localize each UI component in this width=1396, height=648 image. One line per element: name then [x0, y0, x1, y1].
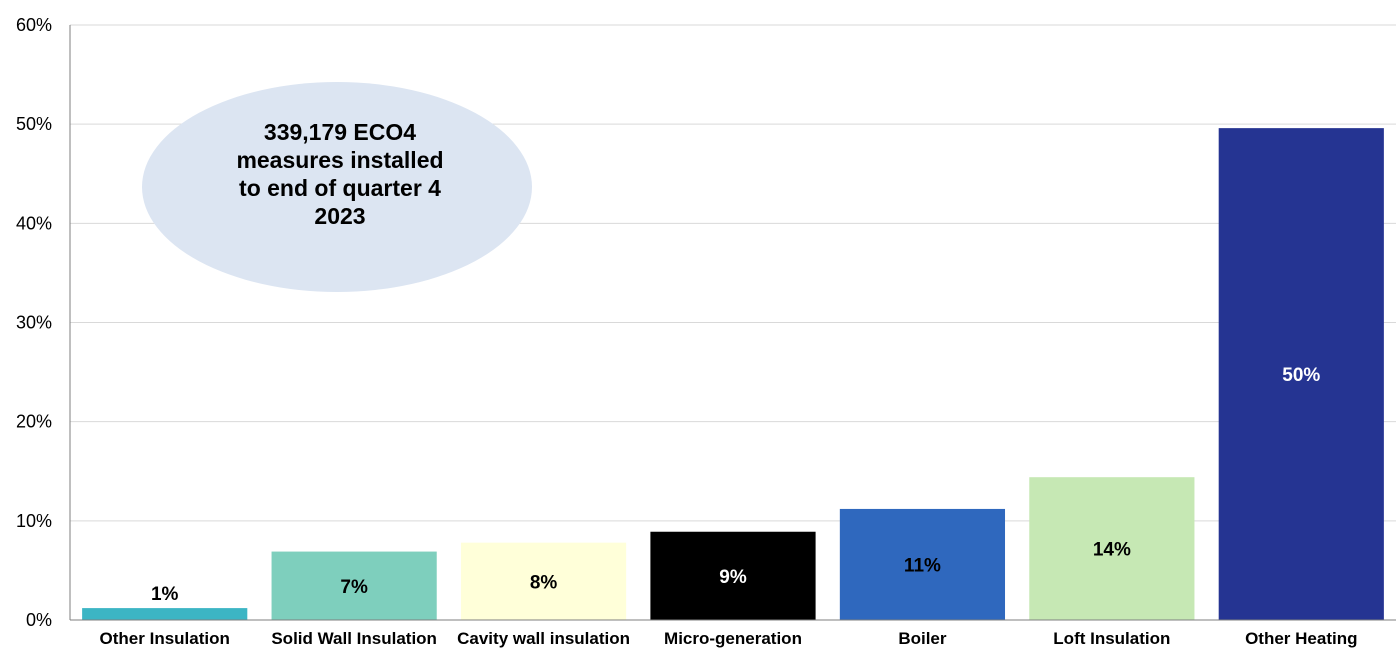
- bar-data-label: 8%: [530, 572, 558, 593]
- annotation-callout: 339,179 ECO4 measures installed to end o…: [142, 82, 532, 292]
- bar: [82, 608, 248, 620]
- bars: 1% 7% 8% 9% 11% 14% 50%: [82, 128, 1384, 620]
- x-axis-category-labels: Other Insulation Solid Wall Insulation Cav…: [100, 629, 1358, 648]
- y-tick-label: 60%: [16, 15, 52, 35]
- bar-data-label: 7%: [340, 577, 368, 598]
- bar: [460, 542, 627, 620]
- x-category-label: Cavity wall insulation: [457, 629, 630, 648]
- y-tick-label: 40%: [16, 213, 52, 233]
- y-tick-label: 50%: [16, 114, 52, 134]
- annotation-line-1: 339,179 ECO4: [264, 119, 416, 145]
- x-category-label: Boiler: [898, 629, 947, 648]
- bar-data-label: 11%: [904, 555, 941, 576]
- y-tick-label: 20%: [16, 412, 52, 432]
- bar: [271, 551, 437, 620]
- y-axis-ticks: 0% 10% 20% 30% 40% 50% 60%: [16, 15, 52, 630]
- x-category-label: Other Heating: [1245, 629, 1357, 648]
- y-tick-label: 10%: [16, 511, 52, 531]
- y-tick-label: 0%: [26, 610, 52, 630]
- annotation-line-2: measures installed: [236, 147, 443, 173]
- annotation-ellipse: [142, 82, 532, 292]
- annotation-line-4: 2023: [314, 203, 365, 229]
- bar: [1029, 477, 1195, 620]
- bar: [1218, 128, 1384, 620]
- bar-data-label: 50%: [1282, 365, 1320, 386]
- bar-data-label: 1%: [151, 584, 179, 605]
- bar: [839, 508, 1006, 620]
- bar-data-label: 14%: [1093, 540, 1131, 561]
- x-category-label: Other Insulation: [100, 629, 230, 648]
- x-category-label: Loft Insulation: [1053, 629, 1170, 648]
- y-tick-label: 30%: [16, 313, 52, 333]
- bar: [650, 531, 816, 620]
- bar-data-label: 9%: [719, 567, 747, 588]
- axes: [69, 25, 1396, 621]
- x-category-label: Solid Wall Insulation: [271, 629, 437, 648]
- x-category-label: Micro-generation: [664, 629, 802, 648]
- annotation-line-3: to end of quarter 4: [239, 175, 441, 201]
